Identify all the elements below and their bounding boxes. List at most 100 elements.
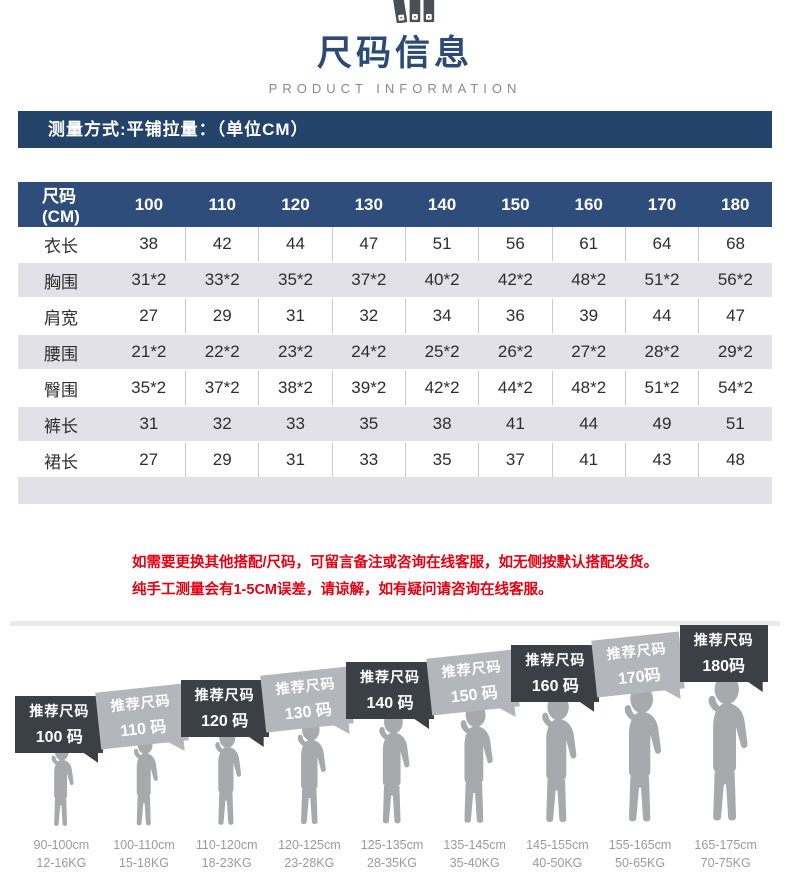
size-cell: 21*2 — [131, 342, 167, 361]
size-cell: 35 — [359, 414, 379, 433]
row-label: 臀围 — [44, 380, 78, 400]
recommend-size-tag: 推荐尺码 110 码 — [95, 683, 189, 749]
size-cell: 44*2 — [478, 370, 553, 406]
recommend-size-tag: 推荐尺码 100 码 — [15, 695, 104, 764]
size-cell: 42 — [185, 227, 259, 262]
size-col-header: 130 — [332, 182, 406, 227]
size-cell: 64 — [624, 227, 699, 262]
figure-caption: 155-165cm 50-65KG — [608, 837, 672, 870]
recommend-size-tag: 推荐尺码 180码 — [679, 624, 768, 693]
figure-caption: 110-120cm 18-23KG — [195, 837, 258, 870]
size-figure-column: 推荐尺码 180码 165-175cm 70-75KG — [679, 624, 770, 874]
size-table-header-row: 尺码(CM) 100 110 120 130 140 150 160 170 1… — [18, 182, 772, 227]
size-col-header: 100 — [112, 182, 186, 227]
size-cell: 61 — [551, 227, 626, 262]
recommend-size-tag: 推荐尺码 170码 — [591, 631, 685, 697]
size-cell: 54*2 — [698, 370, 772, 406]
size-cell: 29*2 — [717, 342, 753, 361]
size-cell: 31 — [139, 414, 159, 433]
tag-tail — [413, 718, 430, 730]
size-cell: 56 — [478, 227, 553, 262]
note-line: 纯手工测量会有1-5CM误差，请谅解，如有疑问请咨询在线客服。 — [131, 581, 553, 598]
size-cell: 23*2 — [278, 342, 313, 361]
size-cell: 29 — [185, 298, 259, 334]
measure-method-bar: 测量方式:平铺拉量：（单位CM） — [18, 111, 772, 148]
size-cell: 35 — [404, 442, 479, 477]
figure-caption: 145-155cm 40-50KG — [526, 837, 589, 870]
figure-caption: 125-135cm 28-35KG — [360, 837, 424, 870]
row-label: 肩宽 — [44, 308, 78, 328]
size-cell: 27 — [139, 450, 159, 469]
recommend-size-tag: 推荐尺码 140 码 — [346, 661, 435, 730]
table-row: 肩宽 27 29 31 32 34 36 39 44 47 — [18, 298, 772, 334]
size-col-header: 160 — [552, 182, 626, 227]
page-subtitle: PRODUCT INFORMATION — [268, 81, 522, 96]
size-cell: 24*2 — [351, 342, 387, 361]
size-cell: 39*2 — [331, 370, 406, 406]
size-cell: 51*2 — [624, 370, 699, 406]
size-cell: 40*2 — [424, 270, 460, 289]
size-recommendation-figures: 推荐尺码 100 码 90-100cm 12-16KG 推荐尺码 110 — [15, 624, 770, 874]
size-table-wrap: 尺码(CM) 100 110 120 130 140 150 160 170 1… — [18, 182, 772, 504]
child-silhouette-icon — [297, 718, 326, 824]
size-cell: 27 — [139, 306, 159, 325]
size-cell: 31 — [258, 298, 333, 334]
size-cell: 26*2 — [497, 342, 533, 361]
table-row: 胸围 31*2 33*2 35*2 37*2 40*2 42*2 48*2 51… — [18, 262, 772, 298]
size-cell: 56*2 — [717, 270, 753, 289]
size-col-header: 170 — [625, 182, 699, 227]
size-col-header: 150 — [478, 182, 553, 227]
child-silhouette-icon — [624, 684, 661, 821]
size-cell: 51 — [725, 414, 745, 433]
size-figure-column: 推荐尺码 140 码 125-135cm 28-35KG — [346, 626, 435, 874]
size-cell: 37 — [478, 442, 553, 477]
size-figure-column: 推荐尺码 100 码 90-100cm 12-16KG — [15, 626, 104, 874]
note-line: 如需要更换其他搭配/尺码，可留言备注或咨询在线客服，如无侧按默认搭配发货。 — [131, 555, 659, 571]
section-divider — [10, 620, 780, 626]
tag-tail — [247, 736, 264, 748]
size-cell: 36 — [478, 298, 553, 334]
recommend-size-tag: 推荐尺码 120 码 — [180, 679, 269, 748]
tag-tail — [82, 752, 99, 764]
recommend-size-tag: 推荐尺码 130 码 — [260, 666, 355, 732]
figure-caption: 165-175cm 70-75KG — [694, 837, 757, 870]
size-col-header: 120 — [258, 182, 333, 227]
size-cell: 32 — [331, 298, 406, 334]
size-cell: 41 — [505, 414, 525, 433]
size-cell: 32 — [212, 414, 232, 433]
size-cell: 42*2 — [404, 370, 479, 406]
size-cell: 51*2 — [644, 270, 680, 289]
size-cell: 33*2 — [204, 270, 240, 289]
size-cell: 48*2 — [571, 270, 607, 289]
table-row: 裙长 27 29 31 33 35 37 41 43 48 — [18, 442, 772, 477]
size-col-header: 140 — [405, 182, 479, 227]
size-cell: 47 — [698, 298, 772, 334]
figure-caption: 120-125cm 23-28KG — [278, 837, 341, 870]
size-cell: 25*2 — [424, 342, 460, 361]
size-cell: 51 — [404, 227, 479, 262]
table-row: 腰围 21*2 22*2 23*2 24*2 25*2 26*2 27*2 28… — [18, 334, 772, 370]
size-cell: 42*2 — [497, 270, 533, 289]
figure-caption: 90-100cm 12-16KG — [33, 837, 90, 870]
size-info-page: 尺码信息 PRODUCT INFORMATION 测量方式:平铺拉量：（单位CM… — [10, 0, 780, 870]
size-cell: 33 — [286, 414, 305, 433]
size-figure-column: 推荐尺码 120 码 110-120cm 18-23KG — [180, 626, 269, 874]
size-figure-column: 推荐尺码 130 码 120-125cm 23-28KG — [260, 626, 355, 874]
table-row: 衣长 38 42 44 47 51 56 61 64 68 — [18, 227, 772, 262]
size-cell: 33 — [331, 442, 406, 477]
child-silhouette-icon — [51, 743, 74, 826]
size-cell: 28*2 — [644, 342, 680, 361]
recommend-size-tag: 推荐尺码 150 码 — [425, 649, 520, 715]
size-cell: 35*2 — [278, 270, 313, 289]
size-figure-column: 推荐尺码 160 码 145-155cm 40-50KG — [511, 626, 600, 874]
row-label: 衣长 — [44, 236, 78, 256]
size-cell: 31*2 — [131, 270, 167, 289]
size-figure-column: 推荐尺码 150 码 135-145cm 35-40KG — [425, 626, 520, 874]
table-row: 臀围 35*2 37*2 38*2 39*2 42*2 44*2 48*2 51… — [18, 370, 772, 406]
tag-tail — [578, 701, 595, 713]
row-label: 裙长 — [44, 452, 78, 472]
tag-tail — [746, 681, 763, 693]
size-col-header: 110 — [185, 182, 259, 227]
page-title: 尺码信息 — [316, 34, 473, 73]
recommend-size-tag: 推荐尺码 160 码 — [511, 644, 600, 713]
